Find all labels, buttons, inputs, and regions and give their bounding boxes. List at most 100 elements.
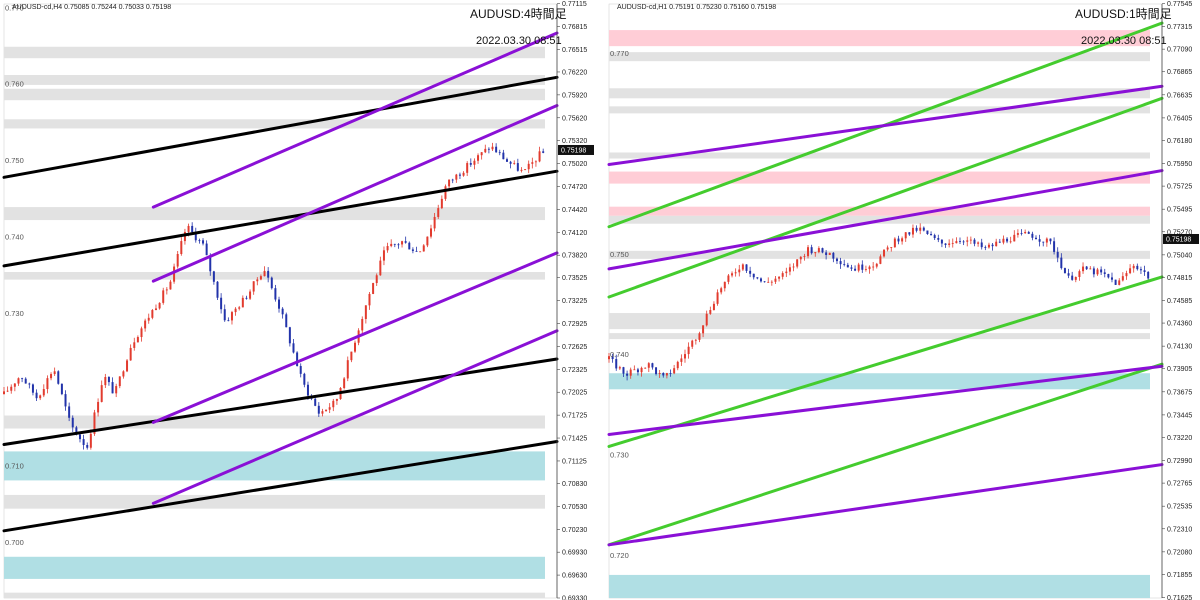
candle [524,168,527,171]
candle [832,252,835,263]
axis-tick-label: 0.73675 [1167,389,1192,396]
candle [408,241,411,250]
axis-tick-label: 0.72765 [1167,481,1192,488]
candle [1118,278,1121,286]
candle-body [959,241,962,242]
candle [734,268,737,277]
candle-body [962,241,965,243]
candle [1092,266,1095,278]
candle [633,365,636,371]
candle [230,310,233,325]
level-label: 0.750 [5,156,24,165]
candle-body [165,289,168,291]
candle [296,351,299,367]
candle-body [256,279,259,282]
candle [140,326,143,342]
axis-tick-label: 0.71125 [562,458,587,465]
candle [712,301,715,311]
trendline-black[interactable] [2,75,559,179]
candle-body [343,378,346,389]
trendline-black[interactable] [2,169,559,268]
candle-body [890,247,893,248]
trendline-purple[interactable] [151,104,559,283]
candle-body [154,308,157,311]
candle [259,274,262,281]
candle [1006,237,1009,244]
trendline-purple[interactable] [607,463,1164,547]
candle [861,260,864,273]
candle [991,242,994,251]
candle-body [626,373,629,376]
trendline-black[interactable] [2,357,559,447]
candle [97,398,100,417]
candle [886,245,889,252]
chart-panel-h4[interactable]: 0.770 0.760 0.750 0.740 0.730 0.710 0.700 0.77… [0,0,595,600]
candle-body [658,372,661,375]
sr-zone-gray [4,46,545,59]
candle [270,276,273,290]
candle-body [814,252,817,254]
sr-zone-gray [4,207,545,221]
candle-body [458,174,461,176]
candle-body [433,216,436,229]
candle [1110,272,1113,283]
candle [944,243,947,248]
candle [118,376,121,389]
candle-body [473,160,476,165]
candle [1016,229,1019,238]
trendline-purple[interactable] [151,31,559,209]
h1-level-labels: 0.770 0.750 0.740 0.730 0.720 [610,49,629,560]
candle [911,224,914,238]
sr-zone-pink [609,171,1150,184]
candle [433,212,436,232]
candle-body [187,225,190,232]
candle-body [6,390,9,392]
candle [1038,234,1041,247]
candle [71,415,74,432]
candle-body [778,276,781,279]
candle [191,222,194,234]
candle-body [835,258,838,262]
candle [393,243,396,248]
h1-candles [608,223,1150,381]
candle-body [314,398,317,406]
h4-chart-svg[interactable]: 0.770 0.760 0.750 0.740 0.730 0.710 0.700 0.77… [0,0,595,600]
candle [198,238,201,244]
trendline-green[interactable] [607,275,1164,448]
axis-tick-label: 0.77090 [1167,47,1192,54]
trendline-green[interactable] [607,362,1164,547]
h1-chart-svg[interactable]: 0.770 0.750 0.740 0.730 0.720 0.77545 0.77315… [605,0,1200,600]
candle [843,259,846,267]
candle-body [683,354,686,359]
axis-tick-label: 0.75320 [562,138,587,145]
candle-body [1016,233,1019,235]
sr-zone-gray [4,415,545,429]
h4-price-axis: 0.77115 0.76815 0.76515 0.76220 0.75920 0.756… [556,1,594,600]
candle [122,370,125,379]
trendline-purple[interactable] [151,251,559,424]
candle [317,402,320,417]
trendline-green[interactable] [607,96,1164,299]
candle-body [807,247,810,257]
trendline-purple[interactable] [607,364,1164,436]
axis-tick-label: 0.76865 [1167,69,1192,76]
candle [879,254,882,265]
candle [100,380,103,403]
candle-body [303,373,306,385]
candle-body [788,267,791,272]
candle-body [151,310,154,318]
h1-zones [608,3,1163,599]
candle [778,276,781,282]
trendline-black[interactable] [2,439,559,533]
candle-body [437,208,440,217]
candle [361,316,364,334]
trendline-purple[interactable] [607,84,1164,167]
axis-tick-label: 0.76515 [562,47,587,54]
candle [868,265,871,274]
trendline-purple[interactable] [607,169,1164,271]
candle [709,306,712,315]
chart-panel-h1[interactable]: 0.770 0.750 0.740 0.730 0.720 0.77545 0.77315… [605,0,1200,600]
candle [875,262,878,269]
trendline-purple[interactable] [151,329,559,505]
candle [817,246,820,254]
